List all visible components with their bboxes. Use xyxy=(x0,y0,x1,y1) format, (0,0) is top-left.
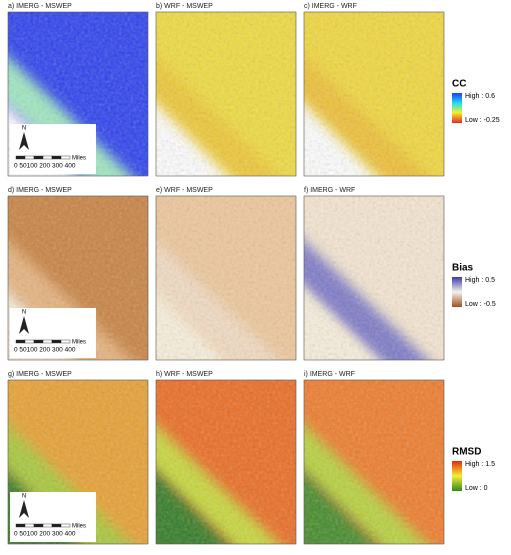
map xyxy=(304,380,444,544)
scale-segment xyxy=(33,339,44,344)
panel-label: f) IMERG - WRF xyxy=(304,187,355,194)
legend-high: High : 0.5 xyxy=(465,277,495,284)
map-panel xyxy=(303,379,445,545)
map-frame xyxy=(303,11,445,177)
scale-segment xyxy=(51,523,62,528)
north-arrow xyxy=(19,132,29,150)
map xyxy=(304,196,444,360)
map-texture xyxy=(156,380,296,544)
scale-segment xyxy=(15,523,26,528)
map-frame xyxy=(303,379,445,545)
scale-ticks: 0 50100 200 300 400 xyxy=(14,347,76,354)
legend-low: Low : 0 xyxy=(465,485,488,492)
panel-label: i) IMERG - WRF xyxy=(304,371,355,378)
legend-high: High : 1.5 xyxy=(465,461,495,468)
map-frame xyxy=(155,195,297,361)
scale-segment xyxy=(51,339,62,344)
scale-segment xyxy=(33,523,44,528)
map-frame xyxy=(155,379,297,545)
scale-ticks: 0 50100 200 300 400 xyxy=(14,531,76,538)
map-texture xyxy=(156,196,296,360)
scale-segment xyxy=(42,155,53,160)
scale-segment xyxy=(51,155,62,160)
scale-segment xyxy=(60,523,71,528)
legend-low: Low : -0.25 xyxy=(465,117,500,124)
legend-high: High : 0.6 xyxy=(465,93,495,100)
map-frame xyxy=(7,195,149,361)
map-panel xyxy=(155,379,297,545)
scale-ticks: 0 50100 200 300 400 xyxy=(14,163,76,170)
scale-segment xyxy=(60,155,71,160)
legend-title: CC xyxy=(452,79,466,90)
map xyxy=(156,380,296,544)
legend-title: Bias xyxy=(452,263,474,274)
panel-label: d) IMERG - MSWEP xyxy=(8,187,72,194)
legend-ramp xyxy=(452,461,462,491)
scale-unit: Miles xyxy=(72,524,86,530)
map xyxy=(304,12,444,176)
panel-label: g) IMERG - MSWEP xyxy=(8,371,72,378)
legend-low: Low : -0.5 xyxy=(465,301,496,308)
map-frame xyxy=(7,379,149,545)
north-arrow xyxy=(19,316,29,334)
panel-label: e) WRF - MSWEP xyxy=(156,187,213,194)
scale-box xyxy=(10,308,96,358)
legend-ramp xyxy=(452,277,462,307)
north-label: N xyxy=(22,494,26,500)
scale-segment xyxy=(24,523,35,528)
map-panel xyxy=(303,195,445,361)
map-frame xyxy=(155,11,297,177)
legend-title: RMSD xyxy=(452,447,481,458)
panel-label: c) IMERG - WRF xyxy=(304,3,357,10)
map-panel xyxy=(155,195,297,361)
map-panel xyxy=(303,11,445,177)
map xyxy=(156,12,296,176)
map-texture xyxy=(156,12,296,176)
scale-box xyxy=(10,124,96,174)
scale-segment xyxy=(24,155,35,160)
panel-label: a) IMERG - MSWEP xyxy=(8,3,72,10)
scale-unit: Miles xyxy=(72,340,86,346)
map-texture xyxy=(304,196,444,360)
north-label: N xyxy=(22,310,26,316)
map-texture xyxy=(304,380,444,544)
scale-box xyxy=(10,492,96,542)
scale-segment xyxy=(42,339,53,344)
map-texture xyxy=(304,12,444,176)
scale-unit: Miles xyxy=(72,156,86,162)
panel-label: b) WRF - MSWEP xyxy=(156,3,213,10)
north-arrow xyxy=(19,500,29,518)
map xyxy=(156,196,296,360)
north-label: N xyxy=(22,126,26,132)
scale-segment xyxy=(15,339,26,344)
scale-segment xyxy=(33,155,44,160)
map-frame xyxy=(303,195,445,361)
map-panel xyxy=(155,11,297,177)
panel-label: h) WRF - MSWEP xyxy=(156,371,213,378)
scale-segment xyxy=(42,523,53,528)
map-frame xyxy=(7,11,149,177)
scale-segment xyxy=(15,155,26,160)
scale-segment xyxy=(24,339,35,344)
scale-segment xyxy=(60,339,71,344)
legend-ramp xyxy=(452,93,462,123)
